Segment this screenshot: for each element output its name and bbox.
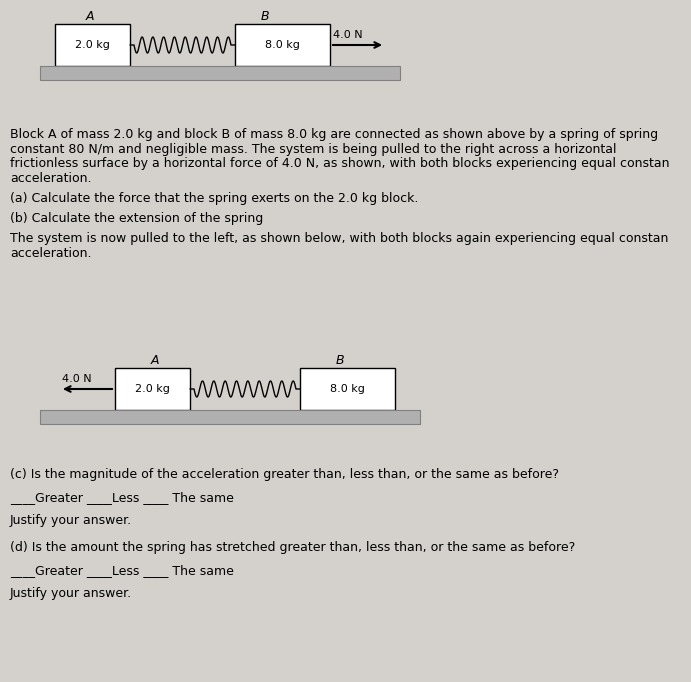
Text: 4.0 N: 4.0 N <box>333 30 363 40</box>
Text: Block A of mass 2.0 kg and block B of mass 8.0 kg are connected as shown above b: Block A of mass 2.0 kg and block B of ma… <box>10 128 658 141</box>
Text: Justify your answer.: Justify your answer. <box>10 587 132 600</box>
Bar <box>40 410 420 424</box>
Bar <box>115 368 190 410</box>
Text: acceleration.: acceleration. <box>10 247 91 260</box>
Text: A: A <box>86 10 94 23</box>
Text: Justify your answer.: Justify your answer. <box>10 514 132 527</box>
Bar <box>40 66 400 80</box>
Text: A: A <box>151 354 159 367</box>
Bar <box>235 24 330 66</box>
Text: 2.0 kg: 2.0 kg <box>135 384 170 394</box>
Text: acceleration.: acceleration. <box>10 171 91 185</box>
Bar <box>300 368 395 410</box>
Text: The system is now pulled to the left, as shown below, with both blocks again exp: The system is now pulled to the left, as… <box>10 233 668 246</box>
Text: B: B <box>336 354 344 367</box>
Text: constant 80 N/m and negligible mass. The system is being pulled to the right acr: constant 80 N/m and negligible mass. The… <box>10 143 616 155</box>
Text: 8.0 kg: 8.0 kg <box>265 40 300 50</box>
Bar <box>55 24 130 66</box>
Text: ____Greater ____Less ____ The same: ____Greater ____Less ____ The same <box>10 564 234 577</box>
Text: (c) Is the magnitude of the acceleration greater than, less than, or the same as: (c) Is the magnitude of the acceleration… <box>10 468 559 481</box>
Text: ____Greater ____Less ____ The same: ____Greater ____Less ____ The same <box>10 491 234 504</box>
Text: (d) Is the amount the spring has stretched greater than, less than, or the same : (d) Is the amount the spring has stretch… <box>10 541 575 554</box>
Text: 4.0 N: 4.0 N <box>62 374 92 384</box>
Text: 8.0 kg: 8.0 kg <box>330 384 365 394</box>
Text: frictionless surface by a horizontal force of 4.0 N, as shown, with both blocks : frictionless surface by a horizontal for… <box>10 157 670 170</box>
Text: (a) Calculate the force that the spring exerts on the 2.0 kg block.: (a) Calculate the force that the spring … <box>10 192 418 205</box>
Text: B: B <box>261 10 269 23</box>
Text: (b) Calculate the extension of the spring: (b) Calculate the extension of the sprin… <box>10 212 263 225</box>
Text: 2.0 kg: 2.0 kg <box>75 40 110 50</box>
